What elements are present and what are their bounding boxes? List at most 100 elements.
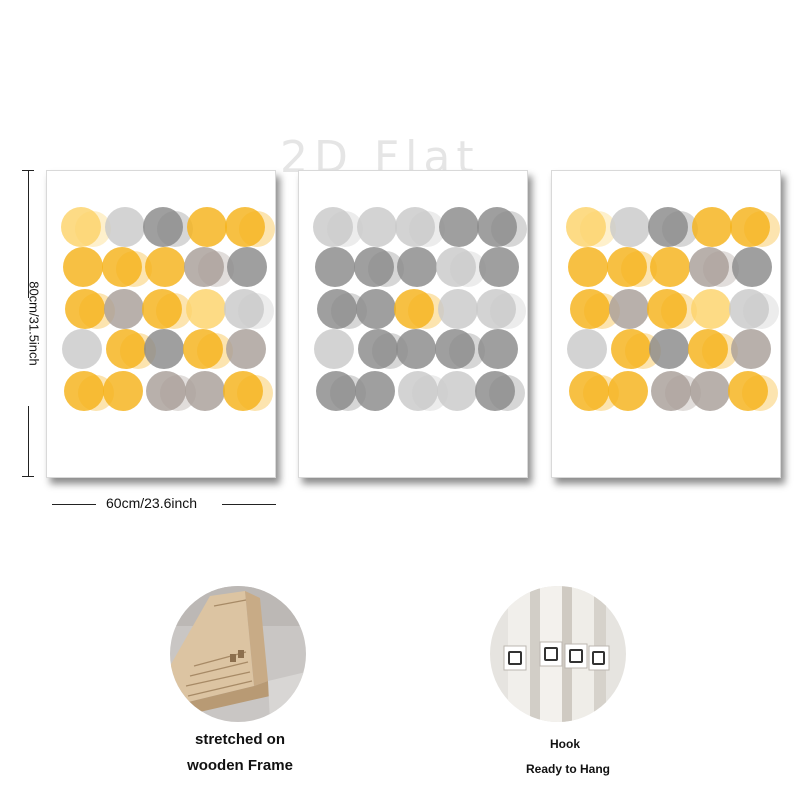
- right-circle: [730, 207, 770, 247]
- left-circle: [104, 289, 144, 329]
- center-circle: [479, 247, 519, 287]
- center-circle: [438, 289, 478, 329]
- center-circle: [439, 207, 479, 247]
- left-circle: [227, 247, 267, 287]
- left-circle: [103, 371, 143, 411]
- frame-caption-line2: wooden Frame: [187, 757, 293, 774]
- left-circle: [62, 329, 102, 369]
- right-circle: [647, 289, 687, 329]
- right-circle: [609, 289, 649, 329]
- center-circle: [354, 247, 394, 287]
- left-circle: [106, 329, 146, 369]
- left-overlap-circle: [238, 293, 274, 329]
- right-circle: [651, 371, 691, 411]
- left-overlap-circle: [237, 375, 273, 411]
- left-circle: [64, 371, 104, 411]
- left-circle: [186, 289, 226, 329]
- right-overlap-circle: [703, 251, 739, 287]
- right-circle: [691, 289, 731, 329]
- left-overlap-circle: [75, 211, 111, 247]
- left-circle: [146, 371, 186, 411]
- right-circle: [649, 329, 689, 369]
- right-circle: [689, 247, 729, 287]
- left-circle: [145, 247, 185, 287]
- height-dimension: 80cm/31.5inch: [22, 170, 44, 477]
- right-circle: [688, 329, 728, 369]
- circle-pattern-left: [61, 207, 275, 411]
- center-circle: [358, 329, 398, 369]
- right-overlap-circle: [742, 375, 778, 411]
- center-circle: [397, 247, 437, 287]
- width-line-right: [222, 504, 276, 505]
- right-circle: [568, 247, 608, 287]
- left-circle: [143, 207, 183, 247]
- center-circle: [315, 247, 355, 287]
- center-circle: [475, 371, 515, 411]
- center-overlap-circle: [327, 211, 363, 247]
- right-overlap-circle: [621, 251, 657, 287]
- right-overlap-circle: [702, 333, 738, 369]
- left-circle: [142, 289, 182, 329]
- right-circle: [608, 371, 648, 411]
- center-circle: [437, 371, 477, 411]
- hook-photo: [490, 586, 626, 722]
- canvas-panel-center: [298, 170, 528, 478]
- right-overlap-circle: [662, 211, 698, 247]
- left-circle: [187, 207, 227, 247]
- width-line-left: [52, 504, 96, 505]
- left-circle: [185, 371, 225, 411]
- right-overlap-circle: [661, 293, 697, 329]
- right-circle: [731, 329, 771, 369]
- wooden-frame-photo: [170, 586, 306, 722]
- center-overlap-circle: [490, 293, 526, 329]
- height-label: 80cm/31.5inch: [26, 281, 42, 366]
- canvas-panel-left: [46, 170, 276, 478]
- left-overlap-circle: [157, 211, 193, 247]
- height-line-top: [28, 170, 29, 298]
- right-circle: [692, 207, 732, 247]
- right-overlap-circle: [580, 211, 616, 247]
- center-circle: [357, 207, 397, 247]
- left-overlap-circle: [198, 251, 234, 287]
- center-circle: [435, 329, 475, 369]
- center-circle: [355, 371, 395, 411]
- left-circle: [224, 289, 264, 329]
- right-circle: [728, 371, 768, 411]
- center-circle: [476, 289, 516, 329]
- height-tick-bottom: [22, 476, 34, 477]
- center-circle: [396, 329, 436, 369]
- center-circle: [314, 329, 354, 369]
- left-circle: [65, 289, 105, 329]
- right-circle: [567, 329, 607, 369]
- center-circle: [317, 289, 357, 329]
- width-label: 60cm/23.6inch: [106, 495, 198, 511]
- center-overlap-circle: [408, 293, 444, 329]
- left-circle: [184, 247, 224, 287]
- center-overlap-circle: [450, 251, 486, 287]
- height-line-bottom: [28, 406, 29, 476]
- right-circle: [690, 371, 730, 411]
- left-circle: [226, 329, 266, 369]
- center-circle: [356, 289, 396, 329]
- center-circle: [395, 207, 435, 247]
- left-overlap-circle: [116, 251, 152, 287]
- right-circle: [732, 247, 772, 287]
- center-circle: [316, 371, 356, 411]
- left-overlap-circle: [156, 293, 192, 329]
- center-overlap-circle: [449, 333, 485, 369]
- height-tick-top: [22, 170, 34, 171]
- left-circle: [105, 207, 145, 247]
- center-circle: [477, 207, 517, 247]
- hook-caption-line2: Ready to Hang: [525, 762, 610, 776]
- right-circle: [650, 247, 690, 287]
- circle-pattern-right: [566, 207, 780, 411]
- right-circle: [729, 289, 769, 329]
- frame-caption-line1: stretched on: [194, 731, 285, 748]
- right-circle: [570, 289, 610, 329]
- right-circle: [648, 207, 688, 247]
- right-overlap-circle: [743, 293, 779, 329]
- right-overlap-circle: [744, 211, 780, 247]
- center-circle: [436, 247, 476, 287]
- center-circle: [398, 371, 438, 411]
- circle-pattern-center: [313, 207, 527, 411]
